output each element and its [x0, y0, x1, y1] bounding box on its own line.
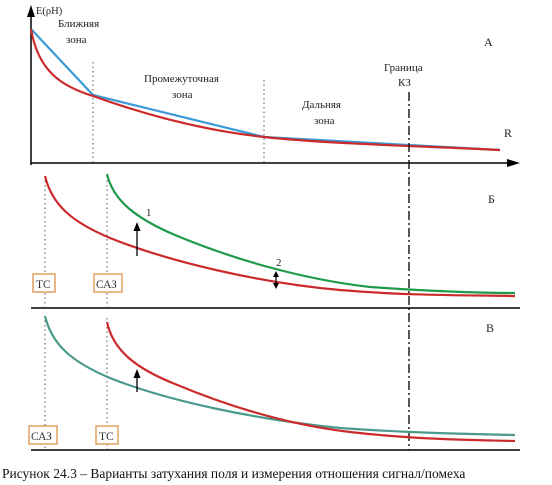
- red-attenuation-curve-a: [29, 28, 501, 152]
- ratio-arrow-2-head-up: [273, 271, 279, 277]
- near-zone-label-1: Ближняя: [58, 18, 99, 30]
- figure-caption: Рисунок 24.3 – Варианты затухания поля и…: [2, 466, 465, 481]
- ts-box-b-label: ТС: [36, 279, 51, 291]
- y-axis-label: E(ρH): [36, 6, 63, 17]
- green-curve-b: [105, 173, 516, 295]
- ratio-arrow-c-head: [133, 369, 141, 378]
- mid-zone-label-1: Промежуточная: [144, 73, 219, 85]
- far-zone-label-2: зона: [314, 115, 335, 127]
- blue-approximation-line: [30, 28, 501, 152]
- y-axis-arrow: [27, 5, 35, 17]
- boundary-label-1: Граница: [384, 62, 423, 74]
- ratio-arrow-1-head: [133, 222, 141, 231]
- ts-box-b: [32, 273, 56, 293]
- teal-curve-c: [43, 315, 516, 437]
- red-curve-b: [43, 175, 516, 298]
- marker-1: 1: [146, 207, 152, 219]
- panel-a-letter: А: [484, 35, 493, 49]
- ts-box-c-label: ТС: [99, 431, 114, 443]
- boundary-label-2: КЗ: [398, 77, 411, 89]
- ratio-arrow-2-head-down: [273, 283, 279, 289]
- panel-c: В САЗ ТС: [28, 315, 520, 451]
- red-curve-c: [105, 321, 516, 443]
- panel-a: E(ρH) Ближняя зона Промежуточная зона Да…: [27, 5, 520, 167]
- panel-b-letter: Б: [488, 192, 495, 206]
- panel-c-letter: В: [486, 321, 494, 335]
- near-zone-label-2: зона: [66, 34, 87, 46]
- panel-b: 1 2 Б ТС САЗ: [31, 173, 520, 309]
- marker-2: 2: [276, 257, 282, 269]
- x-axis-arrow: [507, 159, 520, 167]
- saz-box-c-label: САЗ: [31, 431, 52, 443]
- saz-box-b: [93, 273, 123, 293]
- mid-zone-label-2: зона: [172, 89, 193, 101]
- far-zone-label-1: Дальняя: [302, 99, 341, 111]
- x-axis-label: R: [504, 126, 512, 140]
- saz-box-b-label: САЗ: [96, 279, 117, 291]
- saz-box-c: [28, 425, 58, 445]
- ts-box-c: [95, 425, 119, 445]
